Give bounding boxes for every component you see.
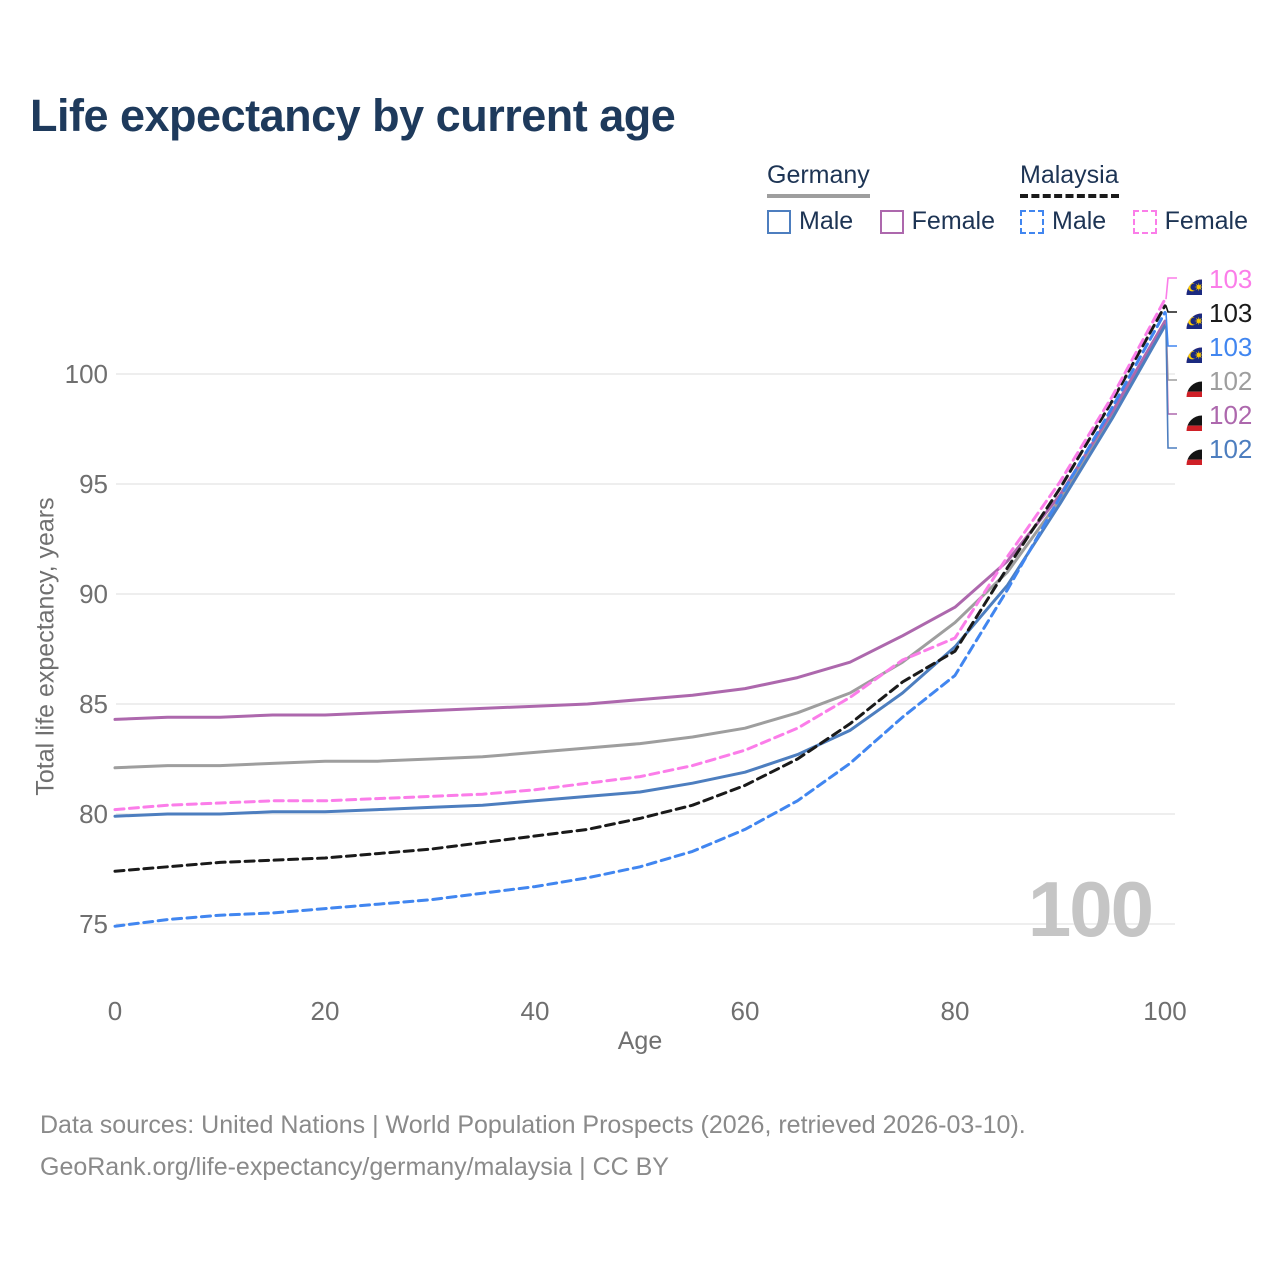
series-lines (113, 297, 1167, 928)
legend: Germany Male Female Malaysia Male Female (767, 161, 1248, 241)
malaysia-flag-icon (1170, 263, 1202, 295)
end-value: 103 (1209, 263, 1253, 294)
legend-item-malaysia-female[interactable]: Female (1132, 207, 1249, 236)
end-value: 102 (1209, 399, 1253, 430)
connector-germany-male (1165, 325, 1177, 449)
footer: Data sources: United Nations | World Pop… (40, 1104, 1240, 1188)
end-value: 103 (1209, 331, 1253, 362)
connector-malaysia (1165, 305, 1177, 313)
legend-item-label: Male (799, 207, 854, 235)
y-tick-95: 95 (79, 469, 108, 499)
malaysia-female-swatch-icon (1132, 209, 1157, 234)
y-tick-80: 80 (79, 799, 108, 829)
end-label-malaysia-male: 103 (1170, 330, 1252, 364)
malaysia-male-swatch-icon (1020, 209, 1044, 234)
series-line-germany (113, 319, 1167, 770)
germany-female-swatch-icon (879, 209, 904, 234)
series-line-malaysia-male (113, 310, 1167, 928)
legend-country-malaysia: Malaysia (1020, 161, 1119, 198)
x-tick-0: 0 (107, 996, 123, 1026)
y-tick-100: 100 (64, 359, 108, 389)
end-label-germany-female: 102 (1170, 398, 1252, 432)
end-label-germany-total: 102 (1170, 364, 1252, 398)
legend-item-malaysia-male[interactable]: Male (1020, 207, 1106, 236)
end-label-germany-male: 102 (1170, 432, 1252, 466)
y-tick-75: 75 (79, 909, 108, 939)
end-value: 102 (1209, 365, 1253, 396)
legend-items-germany: Male Female (767, 207, 1017, 239)
end-value: 102 (1209, 433, 1253, 464)
footer-data-sources: Data sources: United Nations | World Pop… (40, 1111, 1026, 1139)
legend-item-label: Female (911, 207, 996, 235)
gridlines (116, 373, 1175, 925)
y-tick-85: 85 (79, 689, 108, 719)
y-axis-title: Total life expectancy, years (31, 497, 60, 796)
series-line-germany-male (113, 324, 1167, 818)
end-value: 103 (1209, 297, 1253, 328)
legend-item-label: Female (1164, 207, 1249, 235)
x-axis-title: Age (617, 1027, 663, 1055)
germany-flag-icon (1170, 365, 1202, 397)
germany-male-swatch-icon (767, 209, 791, 234)
germany-flag-icon (1170, 433, 1202, 465)
end-label-malaysia-female: 103 (1170, 262, 1252, 296)
label-connectors (1165, 277, 1177, 449)
germany-flag-icon (1170, 399, 1202, 431)
legend-items-malaysia: Male Female (1020, 207, 1270, 239)
page-title: Life expectancy by current age (30, 90, 676, 141)
legend-item-germany-male[interactable]: Male (767, 207, 853, 236)
end-label-malaysia-total: 103 (1170, 296, 1252, 330)
connector-malaysia-female (1165, 277, 1177, 300)
x-tick-60: 60 (730, 996, 760, 1026)
y-tick-90: 90 (79, 579, 108, 609)
legend-group-germany: Germany Male Female (767, 161, 1017, 239)
legend-country-germany: Germany (767, 161, 870, 198)
legend-item-label: Male (1052, 207, 1107, 235)
series-line-germany-female (113, 319, 1167, 721)
legend-item-germany-female[interactable]: Female (879, 207, 996, 236)
x-tick-100: 100 (1143, 996, 1187, 1026)
malaysia-flag-icon (1170, 297, 1202, 329)
connector-malaysia-male (1165, 312, 1177, 347)
series-line-malaysia (113, 304, 1167, 873)
legend-group-malaysia: Malaysia Male Female (1020, 161, 1270, 239)
x-tick-40: 40 (520, 996, 550, 1026)
series-line-malaysia-female (113, 297, 1167, 812)
footer-attribution-link: GeoRank.org/life-expectancy/germany/mala… (40, 1153, 669, 1181)
x-tick-80: 80 (940, 996, 970, 1026)
malaysia-flag-icon (1170, 331, 1202, 363)
watermark-age-indicator: 100 (1027, 865, 1154, 953)
x-tick-20: 20 (310, 996, 340, 1026)
